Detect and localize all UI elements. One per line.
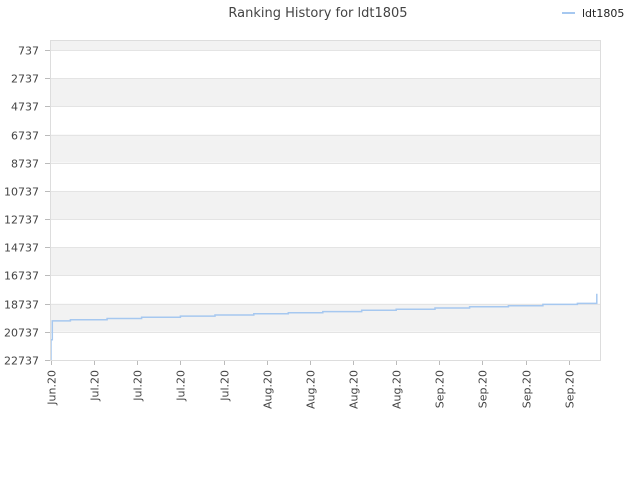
series-line-0 <box>50 293 598 360</box>
x-tick-label: Sep.20 <box>477 370 490 408</box>
x-tick-label: Sep.20 <box>434 370 447 408</box>
y-tick-label: 20737 <box>4 327 39 340</box>
y-tick-label: 6737 <box>11 130 39 143</box>
x-tick-label: Aug.20 <box>348 370 361 409</box>
plot-frame <box>50 40 601 361</box>
y-tick-label: 16737 <box>4 270 39 283</box>
y-tick-label: 12737 <box>4 214 39 227</box>
y-tick-label: 2737 <box>11 73 39 86</box>
x-tick-label: Jul.20 <box>89 370 102 402</box>
x-axis: Jun.20 Jul.20 Jul.20 Jul.20 Jul.20 Aug.20 Aug.… <box>46 360 577 409</box>
y-axis: 737 2737 4737 6737 8737 10737 12737 14737 16737 1… <box>4 45 50 368</box>
plot-band <box>50 303 600 332</box>
y-tick-label: 8737 <box>11 158 39 171</box>
plot-band <box>50 162 600 191</box>
y-tick-label: 14737 <box>4 242 39 255</box>
x-tick-label: Jul.20 <box>219 370 232 402</box>
plot-band <box>50 78 600 107</box>
x-tick-label: Jun.20 <box>46 370 59 406</box>
y-tick-label: 22737 <box>4 355 39 368</box>
x-tick-label: Jul.20 <box>175 370 188 402</box>
plot-band <box>50 50 600 79</box>
series-layer <box>50 293 598 360</box>
y-tick-label: 10737 <box>4 186 39 199</box>
x-tick-label: Jul.20 <box>132 370 145 402</box>
plot-band <box>50 40 600 50</box>
x-tick-label: Aug.20 <box>262 370 275 409</box>
y-tick-label: 737 <box>18 45 39 58</box>
chart-title: Ranking History for ldt1805 <box>228 6 407 21</box>
x-tick-label: Sep.20 <box>521 370 534 408</box>
x-tick-label: Sep.20 <box>564 370 577 408</box>
legend: ldt1805 <box>562 7 624 20</box>
plot-band <box>50 134 600 163</box>
y-tick-label: 18737 <box>4 299 39 312</box>
plot-band <box>50 190 600 220</box>
x-tick-label: Aug.20 <box>305 370 318 409</box>
plot-band <box>50 275 600 304</box>
plot-band <box>50 219 600 248</box>
y-tick-label: 4737 <box>11 101 39 114</box>
plot-band <box>50 247 600 276</box>
legend-label: ldt1805 <box>582 7 624 20</box>
plot-band <box>50 106 600 135</box>
plot-band <box>50 331 600 360</box>
x-tick-label: Aug.20 <box>391 370 404 409</box>
